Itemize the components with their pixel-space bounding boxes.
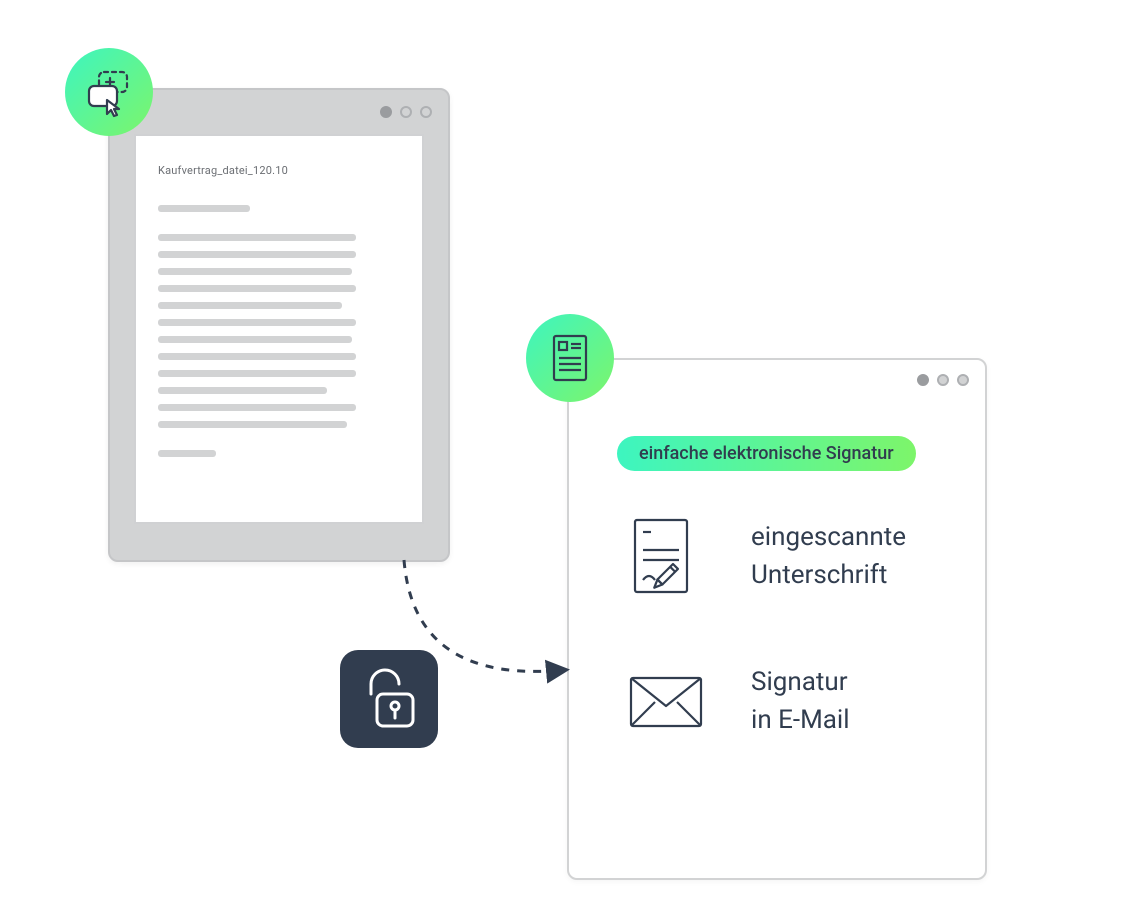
window-controls-left [110, 90, 448, 134]
window-dot [420, 106, 432, 118]
placeholder-line [158, 387, 327, 394]
placeholder-line [158, 421, 347, 428]
document-badge [526, 314, 614, 402]
placeholder-line [158, 251, 356, 258]
placeholder-line [158, 336, 352, 343]
feature-text: eingescannte Unterschrift [751, 519, 906, 594]
signature-options-window: einfache elektronische Signatur eingesca… [567, 358, 987, 880]
document-paper: Kaufvertrag_datei_120.10 [134, 134, 424, 524]
placeholder-line [158, 205, 250, 212]
document-filename: Kaufvertrag_datei_120.10 [158, 164, 400, 177]
placeholder-line [158, 404, 356, 411]
signature-type-pill: einfache elektronische Signatur [617, 436, 916, 471]
window-dot [957, 374, 969, 386]
placeholder-line [158, 285, 356, 292]
window-dot [380, 106, 392, 118]
window-dot [400, 106, 412, 118]
unlock-tile [340, 650, 438, 748]
feature-email-signature: Signatur in E-Mail [629, 664, 985, 739]
feature-text: Signatur in E-Mail [751, 664, 850, 739]
placeholder-line [158, 353, 356, 360]
placeholder-line [158, 268, 352, 275]
window-dot [937, 374, 949, 386]
envelope-icon [629, 665, 703, 739]
window-dot [917, 374, 929, 386]
select-cursor-badge [65, 48, 153, 136]
placeholder-line [158, 450, 216, 457]
placeholder-line [158, 319, 356, 326]
source-document-window: Kaufvertrag_datei_120.10 [108, 88, 450, 562]
placeholder-line [158, 302, 342, 309]
placeholder-line [158, 370, 356, 377]
placeholder-line [158, 234, 356, 241]
unlock-icon [361, 668, 417, 730]
feature-scanned-signature: eingescannte Unterschrift [629, 519, 985, 594]
window-controls-right [569, 360, 985, 400]
signed-doc-icon [629, 520, 703, 594]
